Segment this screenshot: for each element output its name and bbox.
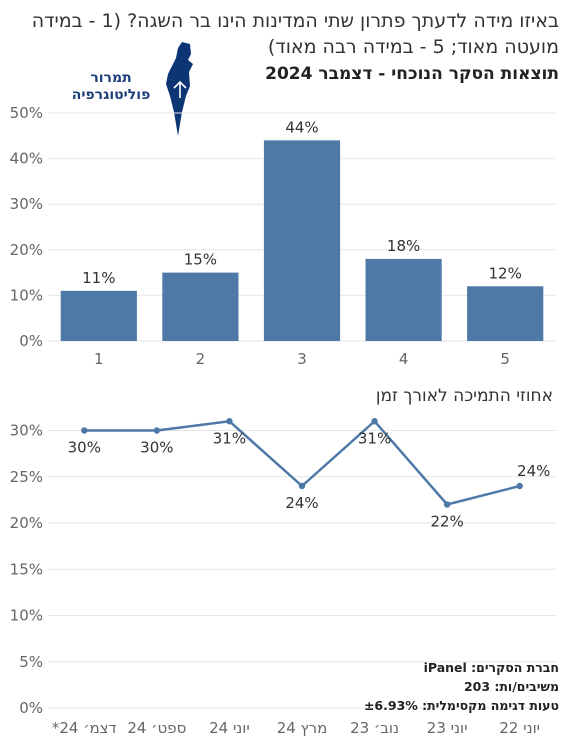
line-point <box>226 418 233 425</box>
logo-line2: פוליטוגרפיה <box>71 87 151 103</box>
line-data-label: 24% <box>517 462 550 480</box>
line-point <box>443 501 451 508</box>
line-data-label: 31% <box>213 429 246 447</box>
line-data-label: 22% <box>430 513 463 531</box>
israel-map-logo-icon <box>166 42 193 136</box>
bar-y-tick-label: 0% <box>19 332 43 350</box>
line-point <box>153 427 161 434</box>
bar-data-label: 15% <box>184 251 217 269</box>
line-y-tick-label: 5% <box>19 653 43 671</box>
bar <box>263 140 341 341</box>
line-x-tick-label: יוני 24 <box>209 719 250 737</box>
bar-data-label: 44% <box>285 118 318 136</box>
bar <box>365 258 442 341</box>
line-y-tick-label: 10% <box>10 607 43 625</box>
bar-y-tick-label: 10% <box>10 286 43 304</box>
bar-x-tick-label: 4 <box>399 350 409 368</box>
line-point <box>298 482 306 490</box>
bar-y-tick-label: 50% <box>10 104 43 122</box>
chart-subtitle: תוצאות הסקר הנוכחי - דצמבר 2024 <box>265 64 559 84</box>
bar <box>467 286 544 341</box>
bar-y-tick-label: 40% <box>10 150 43 168</box>
support-series-line <box>84 419 521 506</box>
line-y-tick-label: 20% <box>10 514 43 532</box>
line-y-tick-label: 15% <box>10 560 43 578</box>
logo-text: תמרור פוליטוגרפיה <box>60 70 162 104</box>
survey-company: חברת הסקרים: iPanel <box>423 660 559 675</box>
line-y-tick-label: 0% <box>19 699 43 717</box>
line-x-tick-label: מרץ 24 <box>277 719 328 737</box>
survey-error: טעות דגימה מקסימלית: ±6.93% <box>363 698 559 713</box>
bar-x-tick-label: 3 <box>297 350 307 368</box>
chart-title: באיזו מידה לדעתך פתרון שתי המדינות הינו … <box>31 10 559 58</box>
bar-x-tick-label: 1 <box>94 350 104 368</box>
line-data-label: 30% <box>140 439 173 457</box>
line-x-tick-label: ספט׳ 24 <box>127 719 186 737</box>
logo-line1: תמרור <box>90 70 132 86</box>
bar-x-tick-label: 2 <box>196 350 206 368</box>
bar <box>162 272 239 341</box>
bar-y-tick-label: 20% <box>10 241 43 259</box>
bar-x-tick-label: 5 <box>500 350 510 368</box>
line-point <box>516 482 523 490</box>
bar <box>60 290 137 341</box>
line-point <box>81 427 88 434</box>
survey-respondents: משיבים/ות: 203 <box>463 679 559 694</box>
line-point <box>371 418 378 425</box>
line-data-label: 30% <box>68 439 101 457</box>
line-y-tick-label: 25% <box>10 468 43 486</box>
line-chart-title: אחוזי התמיכה לאורך זמן <box>375 386 553 406</box>
bar-data-label: 18% <box>387 237 420 255</box>
bar-data-label: 11% <box>82 269 115 287</box>
survey-info: חברת הסקרים: iPanel משיבים/ות: 203 טעות … <box>299 658 559 715</box>
line-data-label: 31% <box>358 429 391 447</box>
bar-y-tick-label: 30% <box>10 195 43 213</box>
line-x-tick-label: יוני 22 <box>499 719 540 737</box>
line-y-tick-label: 30% <box>10 422 43 440</box>
line-x-tick-label: יוני 23 <box>427 719 468 737</box>
line-x-tick-label: נוב׳ 23 <box>350 719 399 737</box>
line-x-tick-label: דצמ׳ 24* <box>52 719 117 737</box>
line-data-label: 24% <box>285 494 318 512</box>
bar-data-label: 12% <box>489 264 522 282</box>
